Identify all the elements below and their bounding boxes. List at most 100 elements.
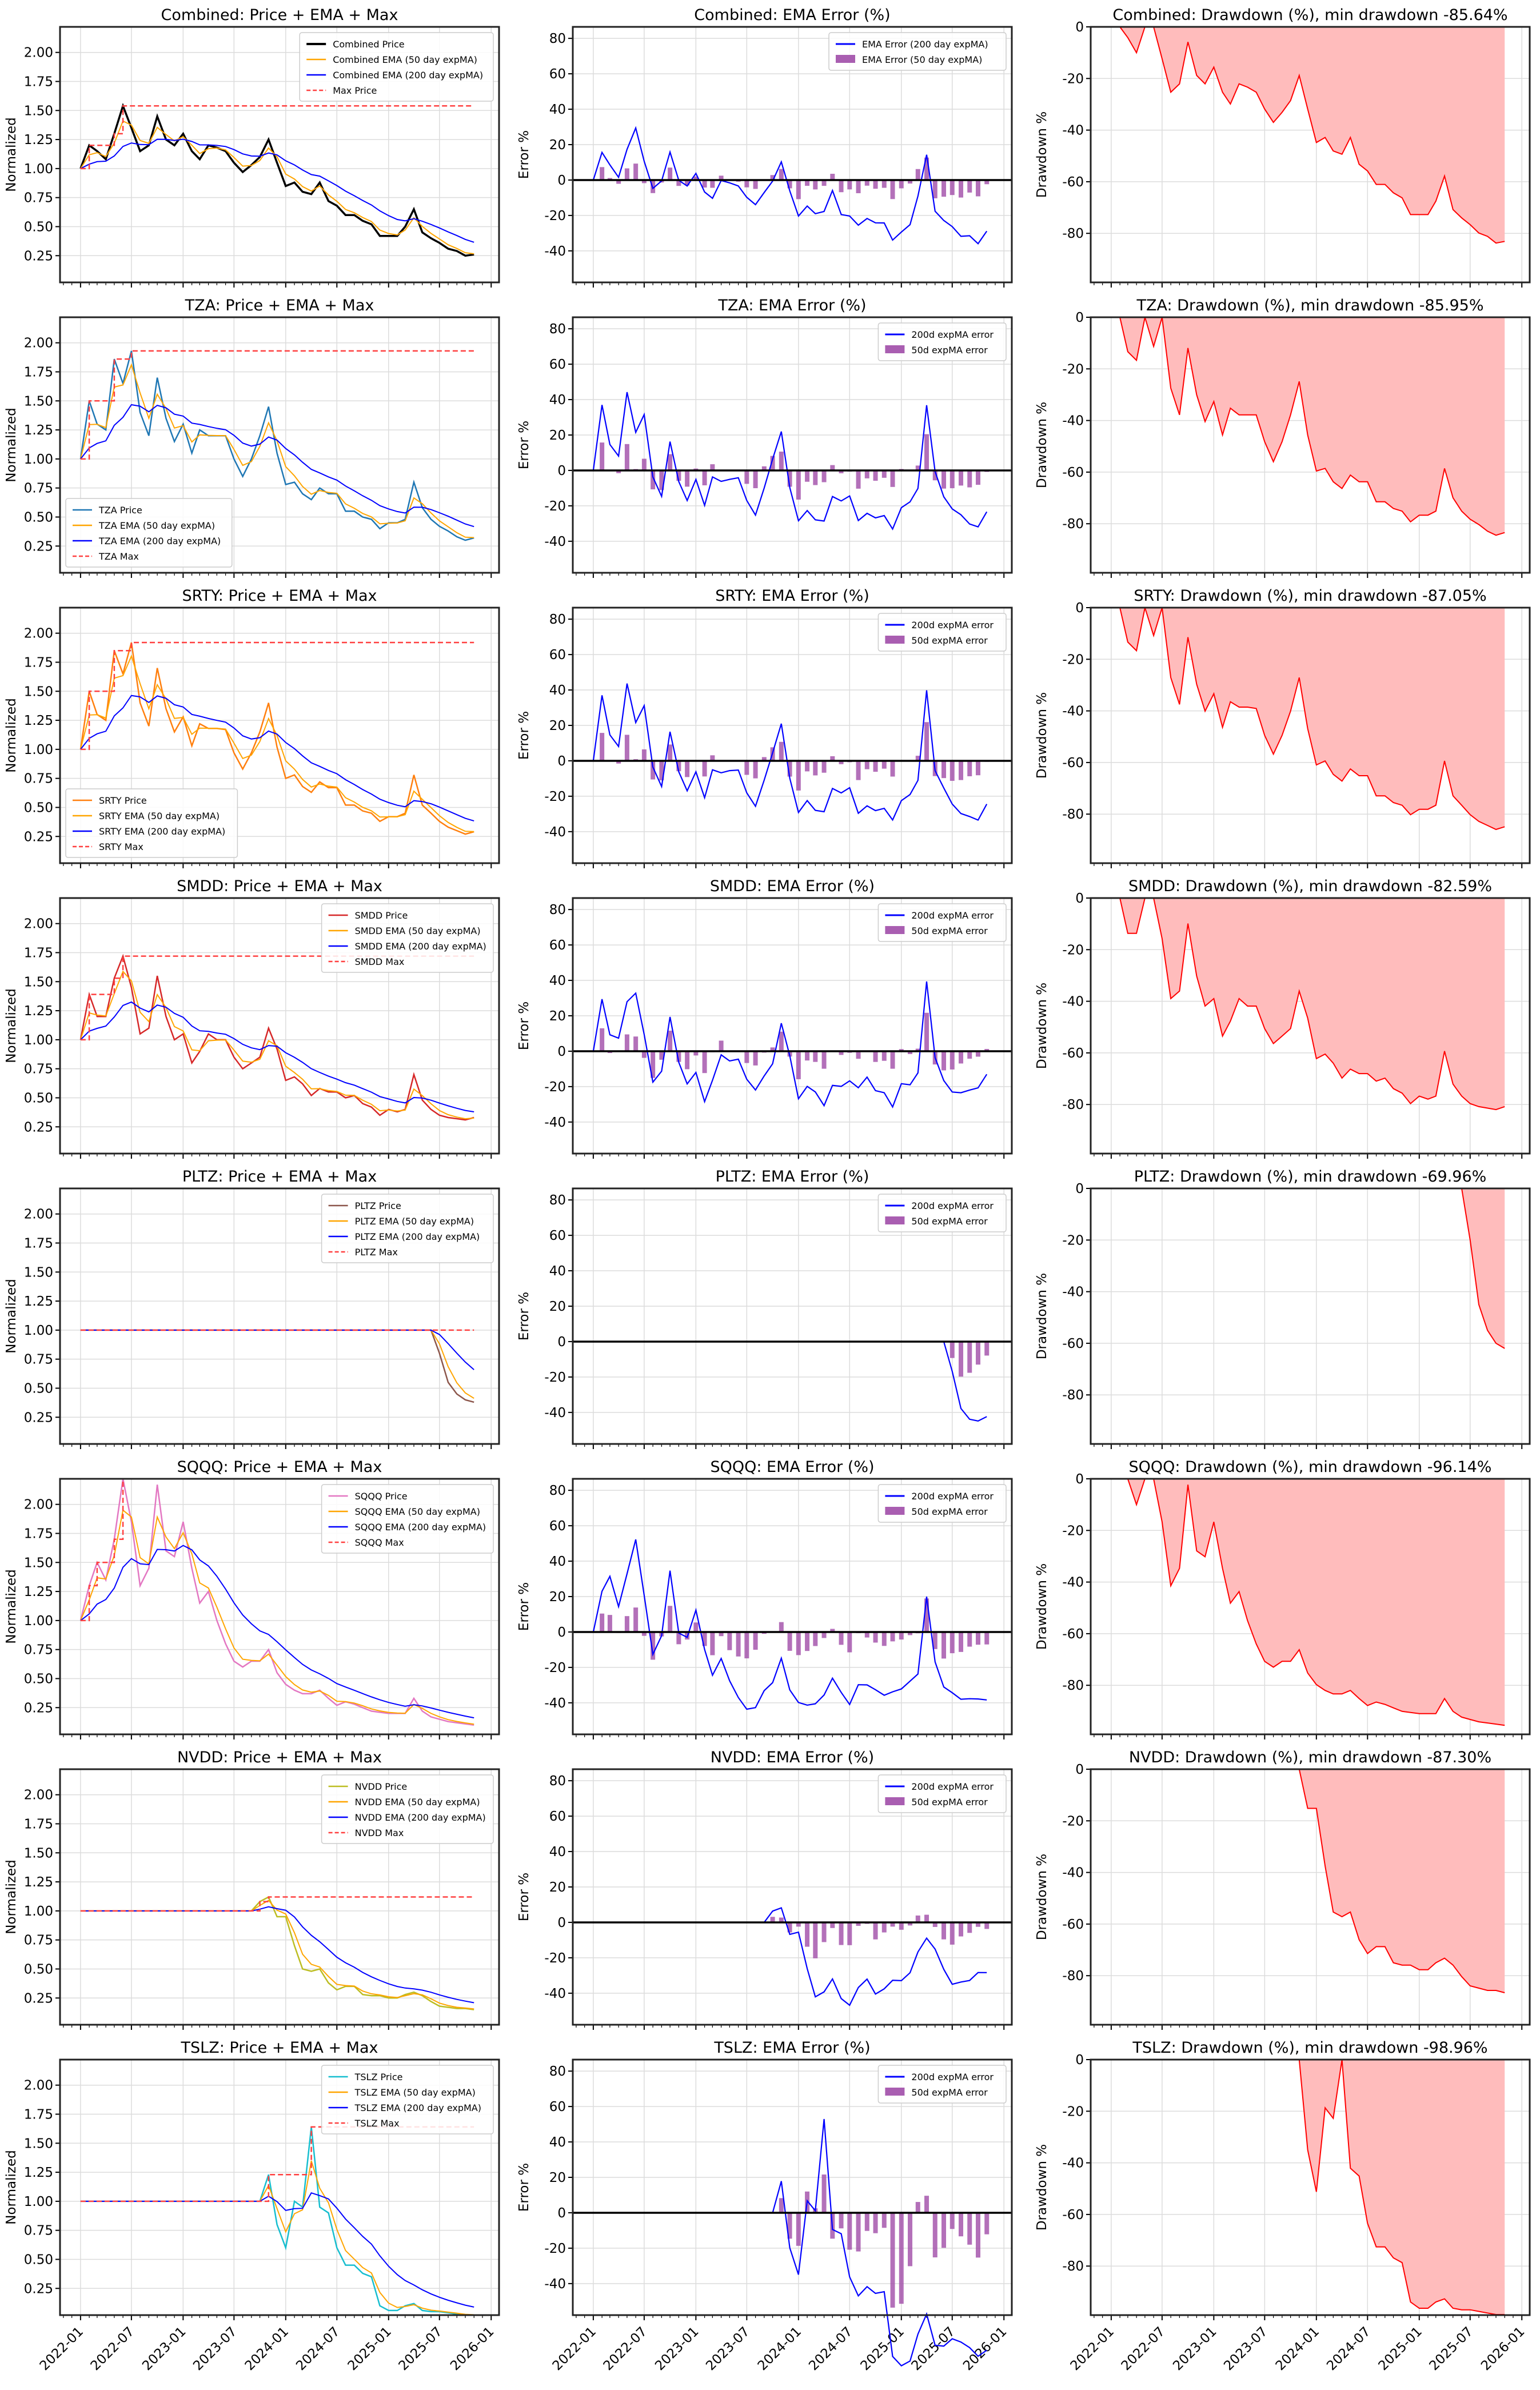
error50-bar	[813, 1051, 818, 1062]
y-tick-label: 60	[549, 67, 566, 82]
legend-label: PLTZ EMA (200 day expMA)	[355, 1231, 480, 1242]
y-axis-label: Normalized	[4, 1279, 19, 1353]
legend-label: PLTZ Max	[355, 1247, 398, 1258]
y-tick-label: -60	[1062, 756, 1084, 771]
y-tick-label: 1.25	[24, 1004, 53, 1019]
error50-bar	[959, 1631, 964, 1652]
y-tick-label: 0	[557, 1625, 566, 1640]
y-tick-label: 0.50	[24, 1091, 53, 1106]
legend-swatch	[885, 2088, 905, 2096]
y-tick-label: 0	[557, 1335, 566, 1350]
y-tick-label: -20	[1062, 71, 1084, 86]
ema200-line	[80, 1545, 474, 1719]
error50-bar	[924, 722, 929, 761]
y-tick-label: -40	[1062, 1866, 1084, 1881]
y-tick-label: 1.75	[24, 74, 53, 89]
error50-bar	[641, 458, 647, 470]
legend-label: TSLZ EMA (50 day expMA)	[354, 2087, 476, 2098]
error50-bar	[779, 1917, 784, 1922]
error50-bar	[813, 760, 818, 776]
error50-bar	[796, 1922, 801, 1927]
error50-bar	[676, 760, 681, 772]
error50-bar	[984, 2212, 990, 2235]
error50-bar	[770, 175, 775, 180]
y-tick-label: -40	[1062, 1285, 1084, 1300]
error50-bar	[668, 744, 673, 761]
axes-frame	[572, 316, 1013, 574]
ema200-line	[80, 1001, 474, 1112]
error50-bar	[856, 1051, 861, 1059]
error50-bar	[813, 179, 818, 190]
y-tick-label: 20	[549, 719, 566, 733]
error50-bar	[967, 470, 972, 488]
y-tick-label: 0	[557, 1916, 566, 1930]
y-tick-label: 0	[1075, 1182, 1084, 1196]
y-tick-label: 80	[549, 612, 566, 627]
error50-bar	[641, 179, 647, 183]
error50-bar	[873, 760, 878, 772]
error50-bar	[600, 1028, 605, 1051]
y-axis-label: Drawdown %	[1035, 1273, 1050, 1359]
error50-bar	[727, 1631, 732, 1650]
error50-bar	[624, 1616, 629, 1632]
y-tick-label: -80	[1062, 1098, 1084, 1112]
error50-bar	[949, 2212, 955, 2229]
panel-title: SMDD: Drawdown (%), min drawdown -82.59%	[1128, 877, 1492, 895]
y-tick-label: 0	[1075, 1472, 1084, 1487]
panel-title: TSLZ: Drawdown (%), min drawdown -98.96%	[1132, 2039, 1487, 2057]
x-tick-label: 2022-01	[37, 2324, 86, 2373]
error50-bar	[641, 1051, 647, 1058]
error50-bar	[932, 470, 937, 481]
error50-bar	[770, 1047, 775, 1051]
error50-bar	[959, 470, 964, 486]
y-tick-label: 0	[1075, 891, 1084, 906]
legend-label: 200d expMA error	[911, 2072, 994, 2082]
plot-area	[1091, 1188, 1530, 1444]
legend-label: SRTY Max	[99, 841, 143, 852]
error50-bar	[881, 179, 887, 188]
legend-box	[877, 903, 1007, 942]
y-tick-label: -40	[544, 2277, 566, 2292]
legend-box	[321, 1484, 494, 1554]
y-tick-label: 1.00	[24, 1904, 53, 1919]
legend-swatch	[885, 1797, 905, 1805]
ema200-line	[80, 695, 474, 822]
error50-bar	[924, 2196, 929, 2213]
axes-frame	[59, 607, 500, 864]
error50-bar	[941, 1922, 947, 1940]
error50-bar	[839, 760, 844, 764]
legend-box	[877, 1774, 1007, 1813]
legend-label: 50d expMA error	[911, 2087, 988, 2098]
error50-bar	[932, 1922, 937, 1927]
y-tick-label: 0.50	[24, 800, 53, 815]
x-tick-label: 2025-01	[345, 2324, 394, 2373]
error50-bar	[915, 465, 920, 470]
legend: TSLZ Price TSLZ EMA (50 day expMA) TSLZ EM…	[321, 2065, 494, 2134]
error50-bar	[787, 760, 792, 777]
legend-label: TSLZ Max	[354, 2118, 400, 2129]
error50-bar	[821, 179, 827, 186]
y-tick-label: 1.25	[24, 1585, 53, 1599]
price-line	[79, 953, 474, 1121]
legend-box	[877, 613, 1007, 652]
error50-bar	[967, 1051, 972, 1059]
legend-box	[321, 1774, 494, 1844]
error50-bar	[967, 179, 972, 193]
y-tick-label: 1.50	[24, 103, 53, 118]
panel-title: SRTY: EMA Error (%)	[715, 587, 869, 605]
y-tick-label: -60	[1062, 1917, 1084, 1932]
axes-frame	[572, 607, 1013, 864]
error50-bar	[830, 1922, 835, 1928]
legend-label: Max Price	[333, 85, 377, 96]
y-tick-label: -40	[544, 534, 566, 549]
drawdown-area	[1111, 1188, 1505, 1348]
error50-bar	[787, 1922, 792, 1933]
y-tick-label: 1.25	[24, 1875, 53, 1890]
error50-bar	[949, 470, 955, 489]
row-nvdd: 0.25 0.50 0.75 1.00 1.25 1.50 1.75 2.00 Normaliz…	[4, 1749, 1531, 2030]
y-tick-label: 1.00	[24, 1033, 53, 1048]
panel-title: PLTZ: Price + EMA + Max	[182, 1168, 377, 1186]
x-tick-label: 2025-01	[858, 2324, 907, 2373]
error50-bar	[719, 1631, 724, 1637]
y-tick-label: 0.75	[24, 772, 53, 787]
